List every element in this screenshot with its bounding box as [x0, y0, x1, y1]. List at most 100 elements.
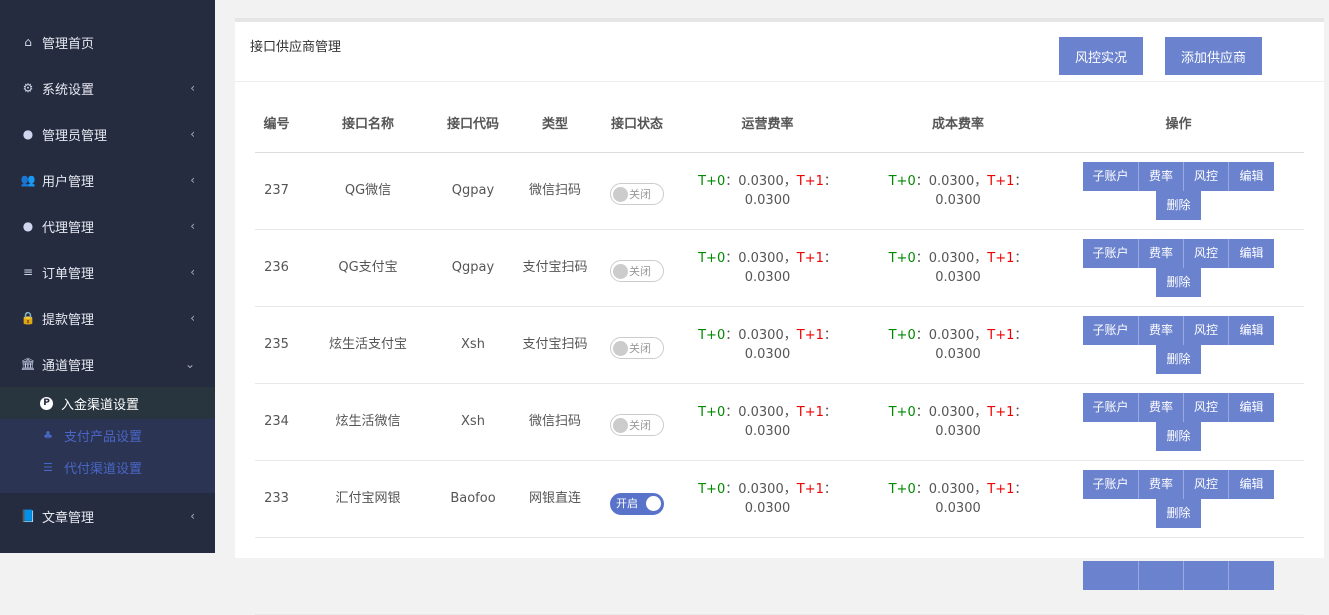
user-circle-icon: ●: [22, 219, 34, 233]
action-button-risk[interactable]: 风控: [1184, 315, 1229, 345]
table-row: 235 炫生活支付宝 Xsh 支付宝扫码 关闭 T+0：0.0300，T+1： 0.0300…: [255, 306, 1304, 384]
t1-label: T+1: [796, 250, 824, 266]
sidebar-item-label: 用户管理: [42, 174, 95, 190]
sidebar-item[interactable]: 📘 文章管理 ‹: [0, 493, 215, 539]
action-button[interactable]: [1139, 561, 1184, 590]
cell-code: Baofoo: [438, 460, 508, 538]
add-supplier-button[interactable]: 添加供应商: [1165, 37, 1263, 75]
lock-icon: 🔒: [20, 311, 36, 325]
t1-label: T+1: [796, 173, 824, 189]
action-button-delete[interactable]: 删除: [1156, 344, 1201, 374]
action-button-subaccount[interactable]: 子账户: [1083, 315, 1139, 345]
cell-code: Qgpay: [438, 229, 508, 307]
cogs-icon: ⚙: [22, 81, 34, 95]
toggle-label: 开启: [616, 497, 638, 510]
sitemap-icon: ♣: [43, 428, 53, 442]
action-button-delete[interactable]: 删除: [1156, 498, 1201, 528]
sidebar-item-label: 代理管理: [42, 220, 95, 236]
action-button-delete[interactable]: 删除: [1156, 190, 1201, 220]
table-row: 237 QG微信 Qgpay 微信扫码 关闭 T+0：0.0300，T+1： 0.0300 T…: [255, 152, 1304, 230]
status-toggle[interactable]: 关闭: [610, 414, 664, 437]
action-button-risk[interactable]: 风控: [1184, 392, 1229, 422]
cell-operating-rate: T+0：0.0300，T+1： 0.0300: [672, 229, 863, 307]
action-button-edit[interactable]: 编辑: [1229, 238, 1274, 268]
action-button-edit[interactable]: 编辑: [1229, 315, 1274, 345]
status-toggle[interactable]: 关闭: [610, 337, 664, 360]
sidebar-item[interactable]: 👥 用户管理 ‹: [0, 157, 215, 203]
p-circle-icon: P: [40, 396, 53, 410]
comma: ，: [974, 250, 988, 266]
comma: ，: [783, 173, 797, 189]
sidebar-item[interactable]: ● 管理员管理 ‹: [0, 111, 215, 157]
rate-value: 0.0300: [744, 346, 791, 362]
rate-value: 0.0300: [744, 269, 791, 285]
sep: ：: [725, 481, 739, 497]
t0-label: T+0: [698, 250, 726, 266]
rate-value: 0.0300: [928, 173, 975, 189]
action-button-subaccount[interactable]: 子账户: [1083, 469, 1139, 499]
cell-actions: 子账户 费率 风控 编辑 删除: [1053, 152, 1304, 230]
action-button-delete[interactable]: 删除: [1156, 267, 1201, 297]
sep: ：: [1014, 481, 1028, 497]
action-button-rate[interactable]: 费率: [1139, 238, 1184, 268]
submenu-item-label: 支付产品设置: [64, 429, 143, 445]
t1-label: T+1: [987, 173, 1015, 189]
sidebar-item-label: 文章管理: [42, 510, 95, 526]
status-toggle[interactable]: 关闭: [610, 183, 664, 206]
action-button-delete[interactable]: 删除: [1156, 421, 1201, 451]
page-title: 接口供应商管理: [250, 40, 342, 55]
t0-label: T+0: [698, 404, 726, 420]
sidebar-item[interactable]: ⚙ 系统设置 ‹: [0, 65, 215, 111]
toggle-knob: [613, 417, 628, 433]
rate-value: 0.0300: [928, 250, 975, 266]
status-toggle[interactable]: 开启: [610, 492, 664, 515]
sep: ：: [1014, 173, 1028, 189]
action-button-rate[interactable]: 费率: [1139, 469, 1184, 499]
action-button-edit[interactable]: 编辑: [1229, 392, 1274, 422]
sidebar-item[interactable]: 🔒 提款管理 ‹: [0, 295, 215, 341]
cell-type: 网银直连: [508, 460, 602, 538]
sidebar-item[interactable]: 🏛 通道管理 ⌄: [0, 341, 215, 387]
rate-value: 0.0300: [928, 327, 975, 343]
action-button-subaccount[interactable]: 子账户: [1083, 238, 1139, 268]
submenu-item[interactable]: ♣ 支付产品设置: [0, 419, 215, 451]
submenu-item-label: 入金渠道设置: [61, 397, 140, 413]
action-button-edit[interactable]: 编辑: [1229, 161, 1274, 191]
supplier-panel: 接口供应商管理 风控实况 添加供应商 编号 接口名称 接口代码 类型 接口状态 运营费率成…: [235, 18, 1324, 615]
sidebar-item[interactable]: ● 代理管理 ‹: [0, 203, 215, 249]
risk-status-button[interactable]: 风控实况: [1059, 37, 1144, 75]
action-button-subaccount[interactable]: 子账户: [1083, 161, 1139, 191]
action-button-rate[interactable]: 费率: [1139, 315, 1184, 345]
comma: ，: [974, 481, 988, 497]
comma: ，: [974, 327, 988, 343]
cell-status: 关闭: [602, 306, 672, 384]
chevron-left-icon: ‹: [190, 173, 195, 187]
action-button[interactable]: [1083, 561, 1139, 590]
sidebar-item-label: 管理员管理: [42, 128, 108, 144]
action-button-rate[interactable]: 费率: [1139, 161, 1184, 191]
action-button[interactable]: [1184, 561, 1229, 590]
cell-status: 开启: [602, 460, 672, 538]
sidebar-item[interactable]: ⌂ 管理首页: [0, 19, 215, 65]
t0-label: T+0: [698, 481, 726, 497]
cell-type: 微信扫码: [508, 152, 602, 230]
action-button-risk[interactable]: 风控: [1184, 469, 1229, 499]
sidebar: ⌂ 管理首页 ⚙ 系统设置 ‹ ● 管理员管理 ‹ 👥 用户管理 ‹ ● 代理管理 ‹ ≡ 订单管理 ‹ 🔒 提款管…: [0, 0, 215, 553]
action-button-risk[interactable]: 风控: [1184, 161, 1229, 191]
comma: ，: [783, 250, 797, 266]
chevron-left-icon: ‹: [190, 219, 195, 233]
cell-type: 支付宝扫码: [508, 229, 602, 307]
cell-status: 关闭: [602, 229, 672, 307]
submenu-item[interactable]: P 入金渠道设置: [0, 387, 215, 419]
submenu-item[interactable]: ☰ 代付渠道设置: [0, 451, 215, 483]
action-button[interactable]: [1229, 561, 1274, 590]
action-button-subaccount[interactable]: 子账户: [1083, 392, 1139, 422]
cell-actions: 子账户 费率 风控 编辑 删除: [1053, 229, 1304, 307]
action-button-edit[interactable]: 编辑: [1229, 469, 1274, 499]
cell-id: 233: [255, 460, 298, 538]
action-button-risk[interactable]: 风控: [1184, 238, 1229, 268]
sidebar-item[interactable]: ≡ 订单管理 ‹: [0, 249, 215, 295]
action-button-rate[interactable]: 费率: [1139, 392, 1184, 422]
status-toggle[interactable]: 关闭: [610, 260, 664, 283]
comma: ，: [974, 404, 988, 420]
